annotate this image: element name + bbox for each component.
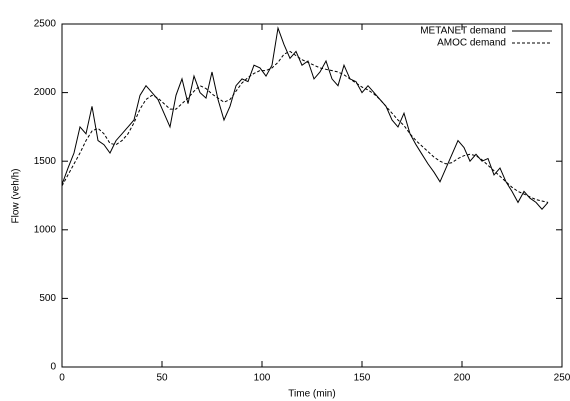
x-tick-label: 50 [156, 373, 168, 384]
y-tick-label: 1000 [34, 224, 57, 235]
x-tick-label: 200 [454, 373, 471, 384]
x-tick-label: 0 [59, 373, 65, 384]
y-tick-label: 0 [50, 362, 56, 373]
x-tick-label: 250 [554, 373, 570, 384]
x-axis-label: Time (min) [288, 389, 335, 400]
y-tick-label: 2000 [34, 87, 57, 98]
y-tick-label: 500 [39, 293, 56, 304]
series-line [61, 50, 549, 203]
legend-label: METANET demand [420, 26, 506, 37]
legend-label: AMOC demand [437, 38, 506, 49]
plot-frame [61, 23, 563, 368]
x-tick-label: 100 [254, 373, 271, 384]
x-tick-label: 150 [354, 373, 371, 384]
y-tick-label: 2500 [34, 19, 57, 30]
series-line [61, 26, 549, 210]
y-tick-label: 1500 [34, 156, 57, 167]
y-axis-label: Flow (veh/h) [11, 168, 22, 223]
